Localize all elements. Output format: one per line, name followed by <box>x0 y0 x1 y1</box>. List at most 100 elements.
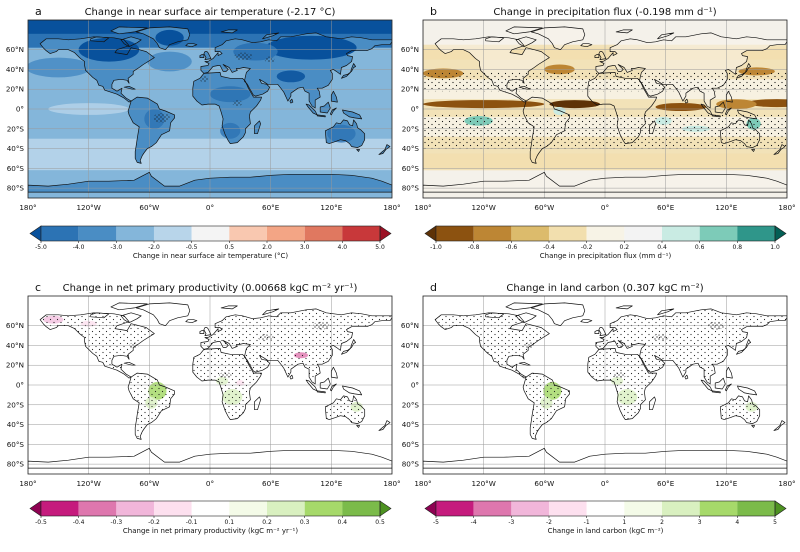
colorbar-segment <box>699 226 738 241</box>
colorbar-tick-label: -0.5 <box>35 519 47 526</box>
colorbar-tick-label: 0.2 <box>262 519 272 526</box>
coastlines <box>28 26 392 193</box>
lat-tick-label: 20°S <box>402 124 420 133</box>
colorbar-segment <box>662 226 700 241</box>
coastline-novaya-zemlya <box>262 32 280 40</box>
coastline-australia <box>719 395 761 424</box>
coastline-java <box>316 114 326 118</box>
colorbar-segment <box>699 501 738 516</box>
colorbar-low-extend <box>29 225 42 242</box>
colorbar-tick-label: -0.8 <box>468 244 480 251</box>
sahel-cold <box>210 86 251 103</box>
map-panel-a: Change in near surface air temperature (… <box>6 5 401 260</box>
lat-tick-label: 40°S <box>402 144 420 153</box>
colorbar-segment <box>473 226 512 241</box>
colorbar-tick-label: -5.0 <box>35 244 47 251</box>
lon-tick-label: 180° <box>778 479 795 488</box>
colorbar: -5.0 -4.0 -3.0 -2.0 -0.5 0.5 2.0 3.0 4.0 5.0 Chang… <box>29 225 392 260</box>
colorbar-tick-label: -0.4 <box>543 244 555 251</box>
coastline-north-america <box>39 36 155 103</box>
coastline-madagascar <box>649 120 656 135</box>
coastlines <box>28 302 392 469</box>
coastline-japan <box>736 339 751 355</box>
coastline-baffin <box>515 312 537 324</box>
lon-tick-label: 180° <box>414 203 431 212</box>
coastline-africa <box>192 348 262 420</box>
lon-tick-label: 120°E <box>320 479 342 488</box>
stipple-australia <box>325 395 365 424</box>
coastline-madagascar <box>254 120 261 135</box>
lon-tick-label: 0° <box>206 203 214 212</box>
coastline-philippines <box>330 90 338 103</box>
coastlines <box>423 302 787 469</box>
lat-tick-label: 60°S <box>7 440 25 449</box>
coastline-sulawesi <box>329 107 337 116</box>
lat-tick-label: 60°N <box>401 321 419 330</box>
itcz-pacific-west <box>746 99 787 108</box>
lat-tick-label: 20°N <box>401 361 419 370</box>
colorbar-segment <box>549 226 587 241</box>
coastline-new-zealand <box>773 144 786 155</box>
coastline-java <box>711 114 721 118</box>
lon-tick-label: 120°W <box>76 203 100 212</box>
colorbar-segment <box>549 501 587 516</box>
colorbar-segment <box>737 501 775 516</box>
map-frame <box>422 295 788 475</box>
stipple-south-america <box>523 373 570 440</box>
colorbar-tick-label: 0.3 <box>300 519 310 526</box>
coastline-australia <box>324 395 366 424</box>
colorbar-tick-label: 1.0 <box>770 244 780 251</box>
coastline-australia <box>719 119 761 148</box>
colorbar-tick-label: -0.6 <box>505 244 517 251</box>
lat-tick-label: 20°N <box>6 361 24 370</box>
colorbar-tick-label: 1 <box>622 519 626 526</box>
coastline-baffin <box>120 36 142 48</box>
coastline-tasmania <box>751 425 755 428</box>
coastline-eurasia <box>595 308 787 385</box>
lat-tick-label: 80°S <box>402 460 420 469</box>
coastline-novaya-zemlya <box>657 32 675 40</box>
coastline-north-america <box>434 36 550 103</box>
colorbar-segment <box>78 501 117 516</box>
lat-tick-label: 40°S <box>7 420 25 429</box>
coastline-svalbard <box>615 29 633 34</box>
colorbar-segment <box>41 226 79 241</box>
lat-tick-label: 0° <box>16 381 24 390</box>
lat-tick-label: 20°N <box>6 85 24 94</box>
colorbar-segment <box>191 501 230 516</box>
gridlines <box>28 296 392 474</box>
coastline-victoria-island <box>90 36 110 43</box>
coastline-sri-lanka <box>289 374 294 380</box>
lat-tick-label: 40°N <box>6 341 24 350</box>
colorbar-label: Change in near surface air temperature (… <box>133 252 289 260</box>
coastline-svalbard <box>220 305 238 310</box>
lon-tick-label: 180° <box>19 479 36 488</box>
colorbar-label: Change in net primary productivity (kgC … <box>123 527 298 535</box>
panel-letter: b <box>430 5 437 18</box>
map-panel-b: Change in precipitation flux (-0.198 mm … <box>401 5 796 260</box>
lat-tick-label: 40°S <box>7 144 25 153</box>
australia-cold <box>327 124 356 143</box>
coastline-iceland <box>185 319 198 324</box>
colorbar-high-extend <box>379 500 392 517</box>
coastline-uk <box>203 327 212 336</box>
siberia-cold-core <box>265 35 357 60</box>
itcz-atlantic <box>549 100 600 109</box>
colorbar-tick-label: -3 <box>508 519 514 526</box>
coastline-greenland <box>530 302 586 327</box>
coastline-africa <box>587 72 657 144</box>
land-fill-uk <box>203 51 211 60</box>
colorbar-segment <box>116 501 154 516</box>
colorbar-tick-label: -0.2 <box>581 244 593 251</box>
coastline-new-zealand <box>378 420 391 431</box>
lon-tick-label: 60°W <box>139 479 159 488</box>
coastline-borneo <box>319 101 331 114</box>
coastline-sulawesi <box>724 383 732 392</box>
coastline-victoria-island <box>90 312 110 319</box>
coastline-japan <box>736 63 751 79</box>
colorbar-segment <box>41 501 79 516</box>
land-fill-madagascar <box>254 120 261 134</box>
greenland-cold <box>155 29 184 46</box>
map-frame <box>27 295 393 475</box>
coastline-greenland <box>135 26 191 51</box>
